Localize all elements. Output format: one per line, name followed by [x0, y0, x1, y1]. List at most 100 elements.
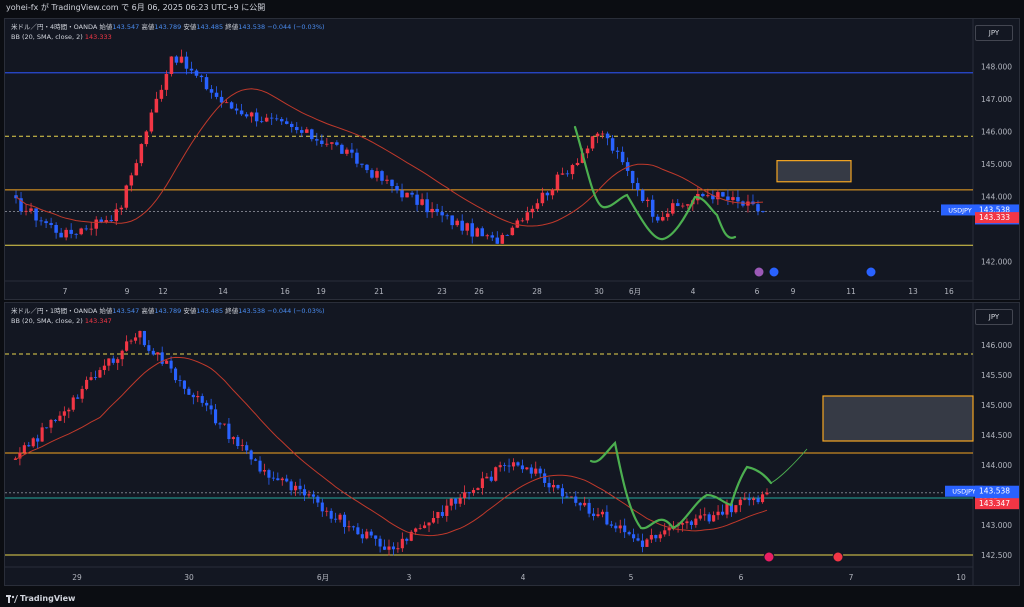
candle-body: [179, 56, 184, 63]
elliott-wave-drawing: [573, 125, 737, 241]
candle-body: [58, 415, 62, 421]
candle-body: [516, 462, 520, 466]
candle-body: [405, 538, 409, 541]
chart-4h[interactable]: 148.000 147.000 146.000 145.000 144.000 142.0…: [5, 19, 1020, 300]
candle-body: [204, 77, 209, 90]
bb-legend-1h: BB (20, SMA, close, 2) 143.347: [11, 317, 112, 325]
x-tick-label: 6: [739, 573, 744, 582]
y-tick-label: 142.000: [981, 257, 1012, 266]
candle-body: [316, 496, 320, 503]
candle-body: [67, 409, 71, 412]
candle-body: [325, 510, 329, 512]
candle-body: [490, 235, 495, 238]
event-icon: [865, 266, 877, 278]
candle-body: [160, 352, 164, 364]
candle-body: [650, 199, 655, 217]
candle-body: [74, 233, 78, 235]
y-tick-label: 147.000: [981, 95, 1012, 104]
candle-body: [109, 220, 114, 222]
symbol-tag: [945, 485, 983, 497]
candle-body: [264, 117, 269, 122]
candle-body: [129, 175, 134, 186]
candle-body: [600, 511, 605, 515]
chart-panel-1h[interactable]: 米ドル／円・1時間・OANDA 始値143.547 高値143.789 安値14…: [4, 302, 1020, 586]
candle-body: [645, 199, 650, 202]
candle-body: [534, 468, 538, 474]
candle-body: [529, 467, 533, 474]
candle-body: [93, 377, 98, 378]
candle-body: [114, 209, 119, 222]
candle-body: [498, 465, 502, 468]
legend-title: 米ドル／円・1時間・OANDA: [11, 307, 98, 315]
x-tick-label: 6: [755, 287, 760, 296]
candle-body: [102, 365, 106, 371]
candle-body: [640, 540, 645, 547]
x-tick-label: 6月: [629, 287, 641, 296]
candle-body: [300, 130, 304, 133]
candle-body: [159, 89, 164, 99]
candle-body: [254, 112, 259, 122]
candle-body: [747, 498, 751, 501]
candle-body: [340, 144, 344, 154]
candle-body: [71, 397, 75, 410]
candle-body: [623, 525, 627, 533]
candle-body: [480, 228, 485, 237]
chart-1h[interactable]: 146.000 145.500 145.000 144.500 144.000 143.0…: [5, 303, 1020, 586]
candle-body: [169, 56, 174, 74]
chart-panel-4h[interactable]: 米ドル／円・4時間・OANDA 始値143.547 高値143.789 安値14…: [4, 18, 1020, 300]
event-icon: [763, 551, 775, 563]
candle-body: [510, 227, 515, 236]
projection-line: [770, 448, 808, 484]
candle-body: [686, 204, 690, 206]
candle-body: [636, 538, 640, 541]
candle-body: [311, 494, 315, 497]
bb-price-tag: [975, 498, 1019, 510]
candle-body: [445, 505, 449, 516]
candle-body: [645, 539, 649, 547]
candle-body: [585, 148, 590, 154]
candle-body: [721, 192, 725, 197]
x-tick-label: 30: [184, 573, 194, 582]
candle-body: [583, 502, 587, 506]
candle-body: [347, 526, 351, 528]
candle-body: [743, 498, 747, 500]
candle-body: [31, 438, 35, 447]
y-tick-label: 144.000: [981, 192, 1012, 201]
candle-body: [610, 138, 615, 151]
candle-body: [471, 490, 476, 493]
currency-button[interactable]: JPY: [975, 309, 1013, 325]
currency-button[interactable]: JPY: [975, 25, 1013, 41]
bollinger-middle-band: [15, 356, 768, 537]
candle-body: [592, 513, 596, 517]
candle-body: [276, 478, 280, 481]
candle-body: [574, 496, 578, 503]
candle-body: [435, 208, 439, 213]
x-tick-label: 29: [72, 573, 82, 582]
candle-body: [45, 427, 49, 429]
candle-body: [654, 535, 658, 539]
legend-1h: 米ドル／円・1時間・OANDA 始値143.547 高値143.789 安値14…: [11, 307, 325, 315]
candle-body: [178, 380, 182, 381]
candle-body: [310, 129, 314, 140]
candle-body: [258, 460, 262, 472]
price-tag-value: 143.538: [979, 487, 1010, 496]
candle-body: [134, 163, 139, 176]
x-tick-label: 16: [280, 287, 290, 296]
candle-body: [76, 397, 80, 399]
candle-body: [630, 170, 635, 184]
candle-body: [350, 149, 354, 153]
x-tick-label: 7: [63, 287, 68, 296]
candle-body: [605, 511, 609, 525]
candle-body: [80, 388, 84, 399]
candle-body: [511, 462, 516, 467]
candle-body: [503, 465, 507, 466]
candle-body: [249, 112, 254, 117]
candle-body: [224, 102, 229, 104]
candle-body: [284, 121, 289, 124]
candle-body: [116, 359, 120, 363]
legend-title: 米ドル／円・4時間・OANDA: [11, 23, 98, 31]
price-tag-value: 143.538: [979, 205, 1010, 214]
candle-body: [355, 152, 359, 164]
candle-body: [476, 488, 480, 491]
candle-body: [375, 171, 379, 178]
